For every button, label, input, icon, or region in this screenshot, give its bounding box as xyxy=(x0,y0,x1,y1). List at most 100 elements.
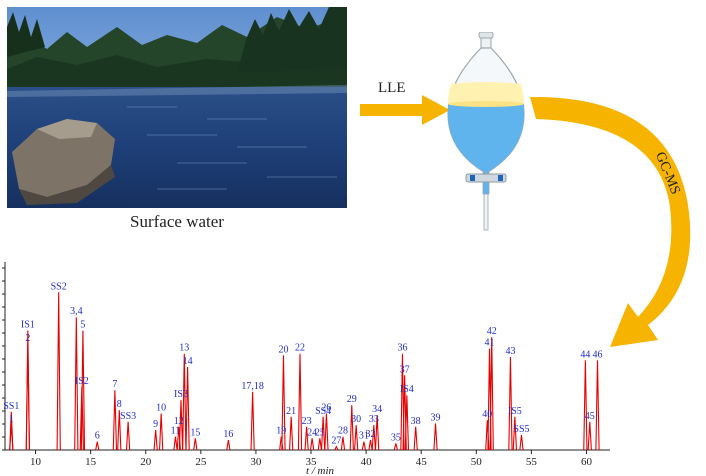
peak-label: 26 xyxy=(321,402,331,413)
separatory-funnel-icon xyxy=(447,32,525,231)
peak xyxy=(125,421,131,451)
peak-label: 33 xyxy=(369,414,379,425)
x-ticks: 10 15 20 25 30 35 40 45 50 55 60 xyxy=(30,450,592,468)
peak-label: 45 xyxy=(585,411,595,422)
x-tick-label: 60 xyxy=(581,456,593,468)
peak-label: 19 xyxy=(276,426,286,437)
peak xyxy=(512,416,518,451)
peak xyxy=(117,410,122,451)
peak-label: 38 xyxy=(411,416,421,427)
peak xyxy=(281,355,286,451)
lle-label: LLE xyxy=(378,80,406,96)
peak xyxy=(185,366,190,451)
peak xyxy=(79,386,84,451)
peak xyxy=(519,435,524,451)
x-tick-label: 30 xyxy=(250,456,262,468)
photo-caption: Surface water xyxy=(130,212,224,231)
peak xyxy=(80,330,86,451)
x-tick-label: 40 xyxy=(361,456,373,468)
peak-label: 27 xyxy=(331,436,341,447)
peak-label: 39 xyxy=(431,412,441,423)
peak-label: 34 xyxy=(372,404,382,415)
peak-label: 32 xyxy=(366,429,376,440)
peak-label: 43 xyxy=(505,346,515,357)
y-ticks xyxy=(2,267,5,451)
x-tick-label: 15 xyxy=(85,456,97,468)
peak-label: 3,4 xyxy=(70,306,83,317)
peak-label: 20 xyxy=(278,344,288,355)
x-tick-label: 50 xyxy=(471,456,483,468)
peak-label: IS3 xyxy=(174,389,188,400)
peak-label: 44 xyxy=(580,349,590,360)
x-tick-label: 45 xyxy=(416,456,428,468)
peak xyxy=(95,441,100,451)
peak xyxy=(393,443,398,451)
peak-label: 40 xyxy=(482,409,492,420)
peak xyxy=(489,337,494,451)
peak-label: 25 xyxy=(315,427,325,438)
peak xyxy=(297,353,303,451)
peak xyxy=(153,430,158,451)
x-tick-label: 55 xyxy=(526,456,538,468)
peak xyxy=(9,425,14,451)
peak xyxy=(320,416,326,451)
peak xyxy=(368,439,373,451)
peak-label: SS3 xyxy=(120,411,136,422)
peak xyxy=(354,425,359,451)
peak-label: 29 xyxy=(347,394,357,405)
peak-label: 6 xyxy=(95,431,100,442)
peak xyxy=(413,426,418,451)
peak-label: 42 xyxy=(487,326,497,337)
peak-label: 15 xyxy=(190,427,200,438)
peak-label: IS2 xyxy=(75,376,89,387)
peak-label: 21 xyxy=(286,406,296,417)
peak-label: 16 xyxy=(223,429,233,440)
peak-label: 8 xyxy=(117,399,122,410)
x-tick-label: 25 xyxy=(195,456,207,468)
chromatogram: 10 15 20 25 30 35 40 45 50 55 60 SS1 1 IS1 2 SS2 3,4 5 IS… xyxy=(2,262,610,476)
peak-label: 23 xyxy=(302,416,312,427)
peak xyxy=(309,438,315,451)
peak xyxy=(289,416,294,451)
peak-label: 11 xyxy=(171,426,181,437)
peak-label: SS1 xyxy=(3,401,19,412)
peak xyxy=(324,413,329,451)
peak xyxy=(317,438,322,451)
peak xyxy=(56,292,61,451)
peak xyxy=(25,343,30,451)
peak xyxy=(173,436,178,451)
peak xyxy=(159,413,164,451)
peak-label: 12 xyxy=(174,416,184,427)
x-tick-label: 10 xyxy=(30,456,42,468)
peak xyxy=(583,360,588,451)
peak-label: 10 xyxy=(156,402,166,413)
peak-label: 14 xyxy=(183,356,193,367)
peak-label: 30 xyxy=(351,414,361,425)
x-tick-label: 35 xyxy=(306,456,318,468)
peak xyxy=(371,425,376,451)
peak-label: SS5 xyxy=(513,424,529,435)
peak-label: 36 xyxy=(397,343,407,354)
peak xyxy=(178,400,184,451)
peak xyxy=(587,421,592,451)
peak-label: 9 xyxy=(153,419,158,430)
peak xyxy=(349,405,354,451)
lle-arrow xyxy=(360,95,450,125)
peak-label: SS4 xyxy=(315,406,331,417)
peak-label: 46 xyxy=(592,349,602,360)
peak-label: 28 xyxy=(338,426,348,437)
peak xyxy=(433,423,438,451)
peak-label: 1 xyxy=(9,414,14,425)
peak-label: 41 xyxy=(485,338,495,349)
peak xyxy=(404,395,410,451)
gcms-arrow xyxy=(530,96,691,347)
peak-label: 13 xyxy=(179,343,189,354)
peak xyxy=(374,415,380,451)
peak-label: 17,18 xyxy=(241,381,264,392)
peak-label: IS5 xyxy=(508,406,522,417)
x-axis-label: t / min xyxy=(306,465,335,476)
peak-label: 35 xyxy=(391,432,401,443)
peak xyxy=(334,445,339,451)
peak xyxy=(595,360,600,451)
peak-label: SS2 xyxy=(51,281,67,292)
